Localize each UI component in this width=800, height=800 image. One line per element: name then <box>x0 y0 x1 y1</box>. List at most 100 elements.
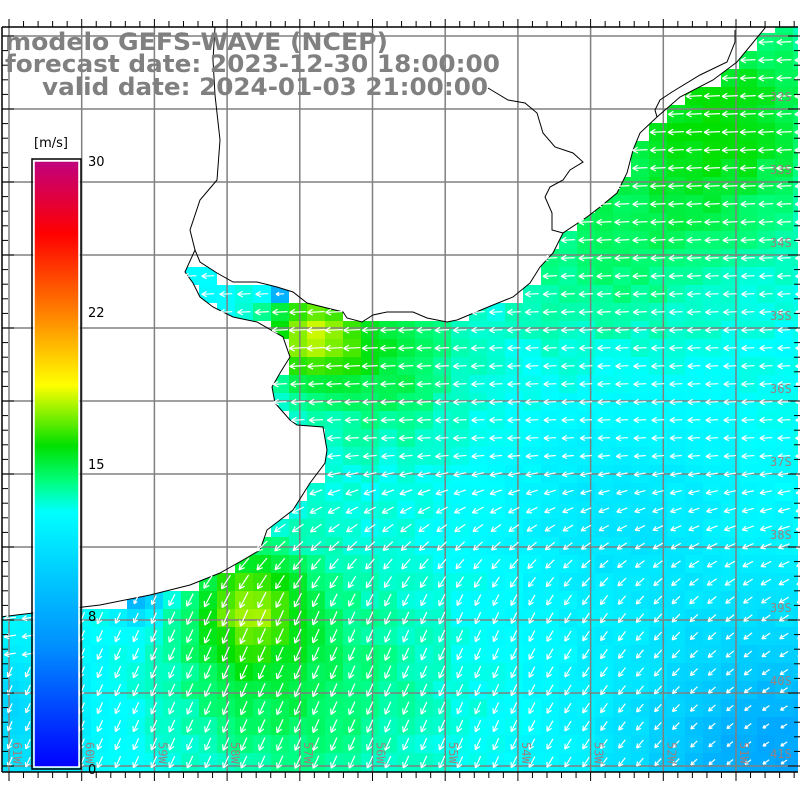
wind-arrow <box>687 362 701 370</box>
wind-arrow <box>275 682 284 698</box>
wind-arrow <box>311 665 320 680</box>
wind-arrow <box>133 774 139 786</box>
wind-arrow <box>6 703 13 714</box>
wind-arrow <box>254 308 269 316</box>
wind-cell <box>739 771 757 772</box>
wind-arrow <box>563 577 573 587</box>
wind-arrow <box>311 646 320 662</box>
wind-arrow <box>777 525 790 532</box>
wind-arrow <box>780 759 788 765</box>
wind-cell <box>649 771 667 772</box>
wind-arrow <box>361 344 378 352</box>
wind-arrow <box>564 702 572 714</box>
wind-arrow <box>581 595 590 606</box>
wind-arrow <box>239 609 249 627</box>
wind-arrow <box>311 719 320 734</box>
wind-arrow <box>579 398 593 406</box>
wind-arrow <box>742 560 754 568</box>
wind-arrow <box>614 308 629 316</box>
wind-arrow <box>489 506 502 514</box>
wind-arrow <box>687 326 701 334</box>
wind-arrow <box>474 665 482 679</box>
wind-arrow <box>306 326 326 334</box>
wind-arrow <box>759 290 773 298</box>
wind-arrow <box>635 577 645 587</box>
wind-arrow <box>435 506 448 514</box>
wind-arrow <box>794 201 798 207</box>
wind-arrow <box>257 664 266 680</box>
wind-arrow <box>204 719 212 733</box>
wind-arrow <box>795 400 798 405</box>
wind-cell <box>757 771 775 772</box>
wind-arrow <box>705 489 718 496</box>
wind-arrow <box>420 611 428 625</box>
wind-arrow <box>777 489 791 496</box>
wind-arrow <box>434 362 449 370</box>
wind-arrow <box>489 362 503 370</box>
wind-arrow <box>668 290 683 298</box>
wind-arrow <box>489 308 503 316</box>
wind-arrow <box>475 774 481 785</box>
wind-arrow <box>741 272 755 280</box>
wind-arrow <box>473 576 483 588</box>
wind-arrow <box>168 629 176 643</box>
wind-arrow <box>294 737 302 751</box>
wind-arrow <box>670 542 682 550</box>
wind-arrow <box>380 380 396 388</box>
wind-arrow <box>564 756 572 768</box>
wind-arrow <box>685 128 702 136</box>
wind-arrow <box>312 737 320 752</box>
wind-arrow <box>239 591 249 609</box>
wind-arrow <box>398 344 414 352</box>
wind-arrow <box>96 630 104 643</box>
wind-arrow <box>307 308 325 316</box>
wind-arrow <box>704 218 720 226</box>
wind-arrow <box>381 489 395 496</box>
wind-cell <box>127 771 145 772</box>
wind-arrow <box>471 398 485 406</box>
wind-arrow <box>456 755 464 769</box>
wind-arrow <box>634 489 646 496</box>
wind-arrow <box>276 755 284 769</box>
wind-arrow <box>348 701 356 715</box>
wind-arrow <box>239 682 248 698</box>
wind-arrow <box>725 632 735 640</box>
wind-arrow <box>471 489 485 496</box>
wind-arrow <box>185 611 194 626</box>
wind-arrow <box>290 380 306 388</box>
wind-arrow <box>633 362 647 370</box>
wind-arrow <box>650 236 666 244</box>
wind-cell <box>793 591 798 609</box>
wind-arrow <box>132 665 140 679</box>
wind-arrow <box>668 182 684 190</box>
wind-arrow <box>671 613 681 623</box>
wind-arrow <box>634 525 646 532</box>
wind-arrow <box>794 111 798 117</box>
wind-arrow <box>310 558 321 570</box>
wind-arrow <box>723 380 737 388</box>
wind-arrow <box>637 776 644 784</box>
wind-arrow <box>560 308 575 316</box>
wind-arrow <box>240 755 248 769</box>
wind-arrow <box>291 416 305 424</box>
wind-arrow <box>669 416 683 424</box>
wind-arrow <box>596 308 611 316</box>
wind-arrow <box>739 164 756 172</box>
wind-arrow <box>723 398 737 406</box>
wind-arrow <box>525 471 539 478</box>
wind-arrow <box>362 380 378 388</box>
wind-arrow <box>420 737 428 751</box>
wind-arrow <box>471 380 485 388</box>
wind-arrow <box>402 737 410 751</box>
wind-arrow <box>96 666 104 679</box>
wind-arrow <box>420 665 428 679</box>
wind-arrow <box>132 612 139 624</box>
wind-arrow <box>759 380 773 388</box>
wind-arrow <box>776 164 792 172</box>
wind-cell <box>793 663 798 681</box>
wind-arrow <box>762 723 770 729</box>
wind-arrow <box>239 646 248 662</box>
wind-arrow <box>745 778 751 783</box>
wind-arrow <box>653 577 663 587</box>
wind-arrow <box>186 629 194 644</box>
